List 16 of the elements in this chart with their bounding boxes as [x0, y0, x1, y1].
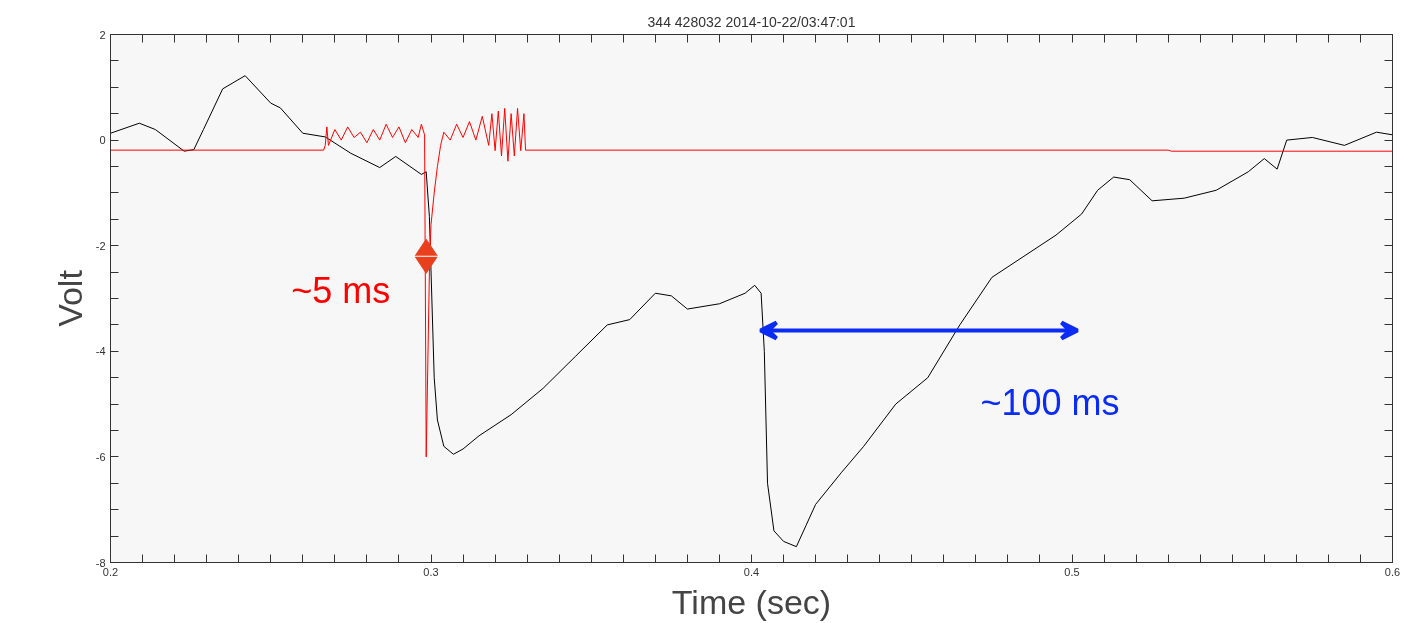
y-tick-label: -4	[95, 345, 106, 358]
chart-title: 344 428032 2014-10-22/03:47:01	[647, 13, 856, 30]
y-tick-label: -6	[95, 450, 106, 463]
annotation: ~100 ms	[980, 381, 1120, 423]
x-axis-title: Time (sec)	[671, 582, 832, 621]
x-tick-label: 0.3	[423, 565, 439, 578]
x-tick-label: 0.5	[1064, 565, 1080, 578]
y-tick-label: -2	[95, 239, 106, 252]
annotation: ~5 ms	[291, 270, 391, 312]
y-axis-title: Volt	[50, 269, 89, 327]
y-tick-label: 0	[99, 134, 106, 147]
line-series	[110, 75, 1393, 548]
x-tick-label: 0.6	[1384, 565, 1401, 578]
x-tick-label: 0.4	[743, 565, 760, 578]
y-tick-label: 2	[99, 28, 106, 41]
line-series	[110, 107, 1393, 458]
